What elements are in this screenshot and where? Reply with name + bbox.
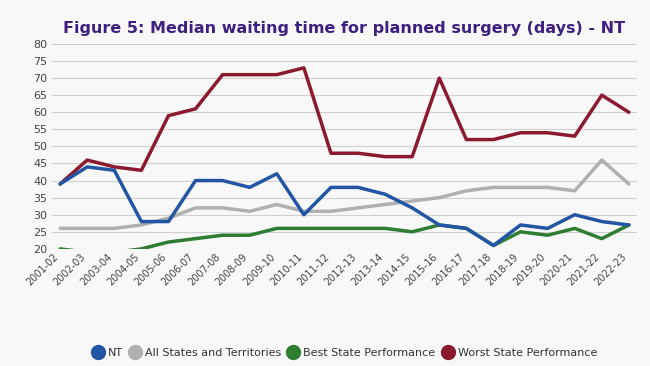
Worst State Performance (327, 151, 335, 156)
All States and Territories (517, 185, 525, 190)
Best State Performance (598, 236, 606, 241)
Best State Performance (192, 236, 200, 241)
Best State Performance (489, 243, 497, 248)
All States and Territories (543, 185, 551, 190)
All States and Territories (436, 195, 443, 200)
Best State Performance (463, 226, 471, 231)
NT (543, 226, 551, 231)
Best State Performance (408, 229, 416, 234)
Worst State Performance (625, 110, 633, 115)
Best State Performance (625, 223, 633, 227)
Worst State Performance (111, 165, 118, 169)
All States and Territories (218, 206, 227, 210)
All States and Territories (408, 199, 416, 203)
NT (300, 213, 308, 217)
Best State Performance (56, 247, 64, 251)
All States and Territories (138, 223, 146, 227)
All States and Territories (164, 216, 172, 220)
Worst State Performance (381, 154, 389, 159)
Best State Performance (164, 240, 172, 244)
All States and Territories (463, 188, 471, 193)
Best State Performance (543, 233, 551, 238)
NT (354, 185, 362, 190)
NT (218, 178, 227, 183)
Best State Performance (273, 226, 281, 231)
All States and Territories (327, 209, 335, 213)
Line: All States and Territories: All States and Territories (60, 160, 629, 228)
Best State Performance (571, 226, 578, 231)
Best State Performance (83, 250, 91, 254)
NT (138, 219, 146, 224)
Worst State Performance (138, 168, 146, 172)
Worst State Performance (571, 134, 578, 138)
Best State Performance (218, 233, 227, 238)
Worst State Performance (56, 182, 64, 186)
NT (192, 178, 200, 183)
Worst State Performance (598, 93, 606, 97)
Worst State Performance (517, 131, 525, 135)
Title: Figure 5: Median waiting time for planned surgery (days) - NT: Figure 5: Median waiting time for planne… (64, 21, 625, 36)
Worst State Performance (463, 137, 471, 142)
Line: NT: NT (60, 167, 629, 246)
Worst State Performance (164, 113, 172, 118)
NT (517, 223, 525, 227)
NT (489, 243, 497, 248)
Worst State Performance (83, 158, 91, 162)
All States and Territories (56, 226, 64, 231)
Best State Performance (300, 226, 308, 231)
All States and Territories (111, 226, 118, 231)
Worst State Performance (273, 72, 281, 77)
All States and Territories (273, 202, 281, 207)
Worst State Performance (218, 72, 227, 77)
All States and Territories (381, 202, 389, 207)
NT (164, 219, 172, 224)
Line: Best State Performance: Best State Performance (60, 225, 629, 252)
Legend: NT, All States and Territories, Best State Performance, Worst State Performance: NT, All States and Territories, Best Sta… (92, 347, 597, 358)
NT (56, 182, 64, 186)
NT (273, 172, 281, 176)
Worst State Performance (408, 154, 416, 159)
Best State Performance (138, 247, 146, 251)
NT (436, 223, 443, 227)
Worst State Performance (300, 66, 308, 70)
All States and Territories (300, 209, 308, 213)
Best State Performance (246, 233, 254, 238)
Worst State Performance (489, 137, 497, 142)
Line: Worst State Performance: Worst State Performance (60, 68, 629, 184)
NT (381, 192, 389, 197)
All States and Territories (83, 226, 91, 231)
All States and Territories (246, 209, 254, 213)
Worst State Performance (192, 107, 200, 111)
NT (327, 185, 335, 190)
Best State Performance (436, 223, 443, 227)
NT (625, 223, 633, 227)
Worst State Performance (354, 151, 362, 156)
All States and Territories (598, 158, 606, 162)
Worst State Performance (436, 76, 443, 80)
Best State Performance (381, 226, 389, 231)
All States and Territories (625, 182, 633, 186)
All States and Territories (192, 206, 200, 210)
NT (571, 213, 578, 217)
NT (598, 219, 606, 224)
NT (111, 168, 118, 172)
NT (408, 206, 416, 210)
All States and Territories (489, 185, 497, 190)
Worst State Performance (543, 131, 551, 135)
Best State Performance (354, 226, 362, 231)
Best State Performance (111, 250, 118, 254)
Best State Performance (327, 226, 335, 231)
NT (246, 185, 254, 190)
Worst State Performance (246, 72, 254, 77)
NT (463, 226, 471, 231)
NT (83, 165, 91, 169)
All States and Territories (354, 206, 362, 210)
All States and Territories (571, 188, 578, 193)
Best State Performance (517, 229, 525, 234)
